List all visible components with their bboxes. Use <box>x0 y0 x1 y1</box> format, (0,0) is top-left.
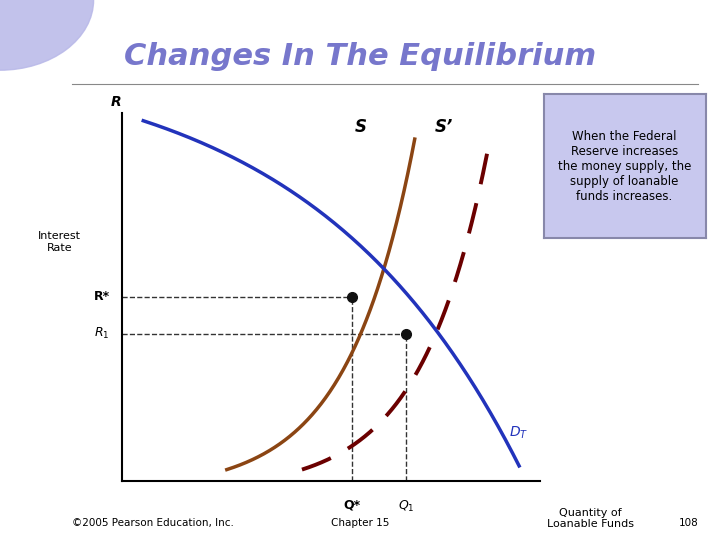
Text: When the Federal
Reserve increases
the money supply, the
supply of loanable
fund: When the Federal Reserve increases the m… <box>558 130 691 202</box>
Text: $R_1$: $R_1$ <box>94 326 110 341</box>
Text: S’: S’ <box>435 118 453 136</box>
Text: 108: 108 <box>679 518 698 528</box>
Text: ©2005 Pearson Education, Inc.: ©2005 Pearson Education, Inc. <box>72 518 234 528</box>
Text: Interest
Rate: Interest Rate <box>38 231 81 253</box>
Text: $D_T$: $D_T$ <box>510 424 528 441</box>
Text: $Q_1$: $Q_1$ <box>398 499 415 514</box>
Text: Changes In The Equilibrium: Changes In The Equilibrium <box>124 42 596 71</box>
Text: Quantity of
Loanable Funds: Quantity of Loanable Funds <box>547 508 634 529</box>
Text: R: R <box>111 96 122 110</box>
Text: R*: R* <box>94 291 110 303</box>
Text: S: S <box>354 118 366 136</box>
Text: Q*: Q* <box>343 499 361 512</box>
Text: Chapter 15: Chapter 15 <box>330 518 390 528</box>
